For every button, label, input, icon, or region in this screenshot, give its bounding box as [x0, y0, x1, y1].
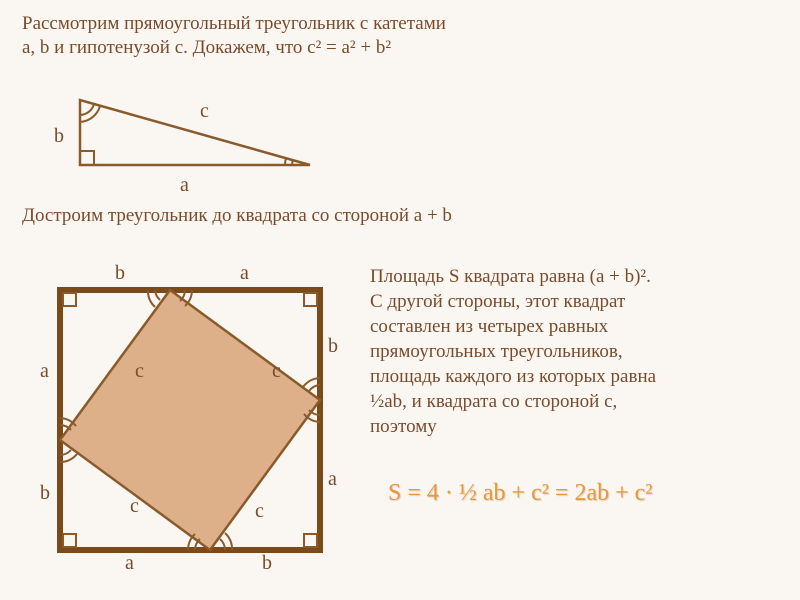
triangle-diagram	[60, 70, 340, 190]
intro-line2: a, b и гипотенузой c. Докажем, что c² = …	[22, 36, 391, 60]
right-line1: Площадь S квадрата равна (a + b)².	[370, 265, 651, 289]
right-line6: ½ab, и квадрата со стороной c,	[370, 390, 617, 414]
sq-top-a: a	[240, 262, 249, 285]
tri-label-b: b	[54, 125, 64, 148]
right-line7: поэтому	[370, 415, 437, 439]
mid-text: Достроим треугольник до квадрата со стор…	[22, 204, 452, 228]
sq-c-1: c	[135, 360, 144, 383]
sq-top-b: b	[115, 262, 125, 285]
right-line4: прямоугольных треугольников,	[370, 340, 623, 364]
right-line3: составлен из четырех равных	[370, 315, 608, 339]
sq-c-2: c	[272, 360, 281, 383]
sq-right-a: a	[328, 468, 337, 491]
intro-line1: Рассмотрим прямоугольный треугольник с к…	[22, 12, 446, 36]
sq-bot-b: b	[262, 552, 272, 575]
sq-bot-a: a	[125, 552, 134, 575]
sq-c-4: c	[255, 500, 264, 523]
sq-left-a: a	[40, 360, 49, 383]
sq-left-b: b	[40, 482, 50, 505]
tri-label-a: a	[180, 174, 189, 197]
right-line2: С другой стороны, этот квадрат	[370, 290, 625, 314]
sq-right-b: b	[328, 335, 338, 358]
area-formula: S = 4 · ½ ab + c² = 2ab + c²	[388, 480, 652, 507]
sq-c-3: c	[130, 495, 139, 518]
square-diagram	[30, 260, 350, 580]
right-line5: площадь каждого из которых равна	[370, 365, 656, 389]
tri-label-c: c	[200, 100, 209, 123]
